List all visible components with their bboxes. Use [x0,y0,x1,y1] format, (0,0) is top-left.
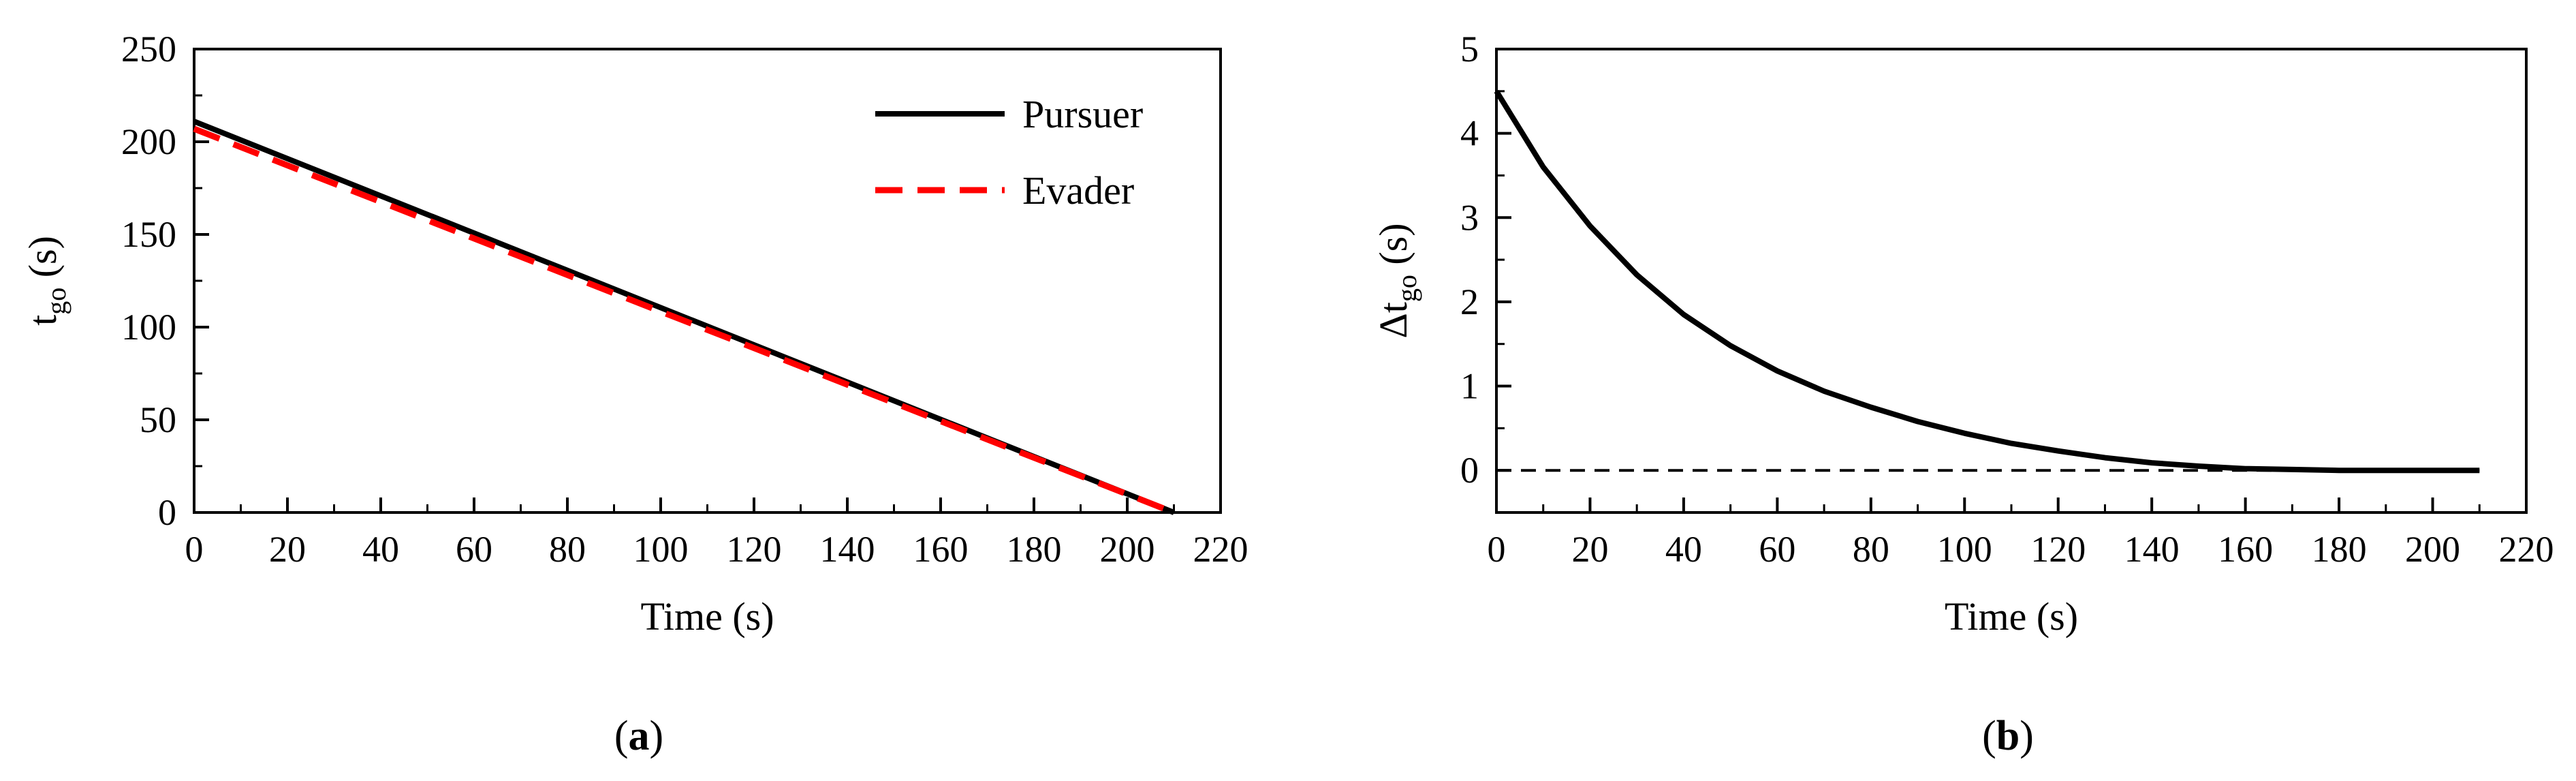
y-axis-title: Δtgo (s) [1371,223,1422,338]
series-line-pursuer [193,119,1175,515]
x-tick-label: 60 [456,529,492,570]
legend-label-pursuer: Pursuer [1022,92,1143,136]
x-tick-label: 120 [2030,529,2086,570]
x-tick-label: 100 [1937,529,1992,570]
x-tick-label: 0 [185,529,204,570]
x-tick-label: 20 [269,529,306,570]
y-tick-label: 0 [158,492,176,533]
series-line-evader [193,125,1176,516]
x-tick-label: 180 [1007,529,1062,570]
x-tick-label: 200 [1100,529,1155,570]
x-tick-label: 160 [913,529,969,570]
y-tick-label: 4 [1460,113,1479,154]
y-tick-label: 100 [121,307,176,348]
y-tick-label: 3 [1460,197,1479,238]
x-tick-label: 140 [820,529,875,570]
x-tick-label: 160 [2218,529,2273,570]
x-tick-label: 60 [1759,529,1795,570]
chart-panel-b: 0 20 40 60 80 100 120 140 160 180 200 220 0 1 2 3 4 5 Time… [1371,29,2554,759]
chart-panel-a: 0 20 40 60 80 100 120 140 160 180 200 220 0 50 100 150 2… [20,29,1248,759]
x-tick-label: 20 [1571,529,1608,570]
y-tick-label: 0 [1460,450,1479,491]
x-tick-label: 220 [2499,529,2554,570]
x-tick-label: 220 [1193,529,1248,570]
x-tick-label: 80 [1853,529,1889,570]
x-tick-label: 40 [1665,529,1702,570]
series-line-curve-0 [1494,89,2480,474]
x-tick-label: 140 [2124,529,2180,570]
legend-label-evader: Evader [1022,168,1134,213]
x-tick-label: 200 [2405,529,2460,570]
x-tick-label: 100 [633,529,689,570]
x-tick-label: 0 [1488,529,1506,570]
x-tick-label: 120 [727,529,782,570]
x-axis-title: Time (s) [640,594,774,639]
y-axis-title: tgo (s) [20,236,72,326]
y-tick-label: 5 [1460,29,1479,70]
panel-caption: (b) [1982,713,2034,759]
x-tick-label: 180 [2312,529,2367,570]
x-axis-title: Time (s) [1945,594,2078,639]
x-tick-label: 80 [549,529,586,570]
y-tick-label: 250 [121,29,176,70]
y-tick-label: 50 [140,399,176,440]
y-tick-label: 200 [121,121,176,162]
y-tick-label: 2 [1460,281,1479,322]
panel-caption: (a) [614,713,663,759]
y-tick-label: 150 [121,214,176,255]
x-tick-label: 40 [362,529,399,570]
y-tick-label: 1 [1460,366,1479,407]
